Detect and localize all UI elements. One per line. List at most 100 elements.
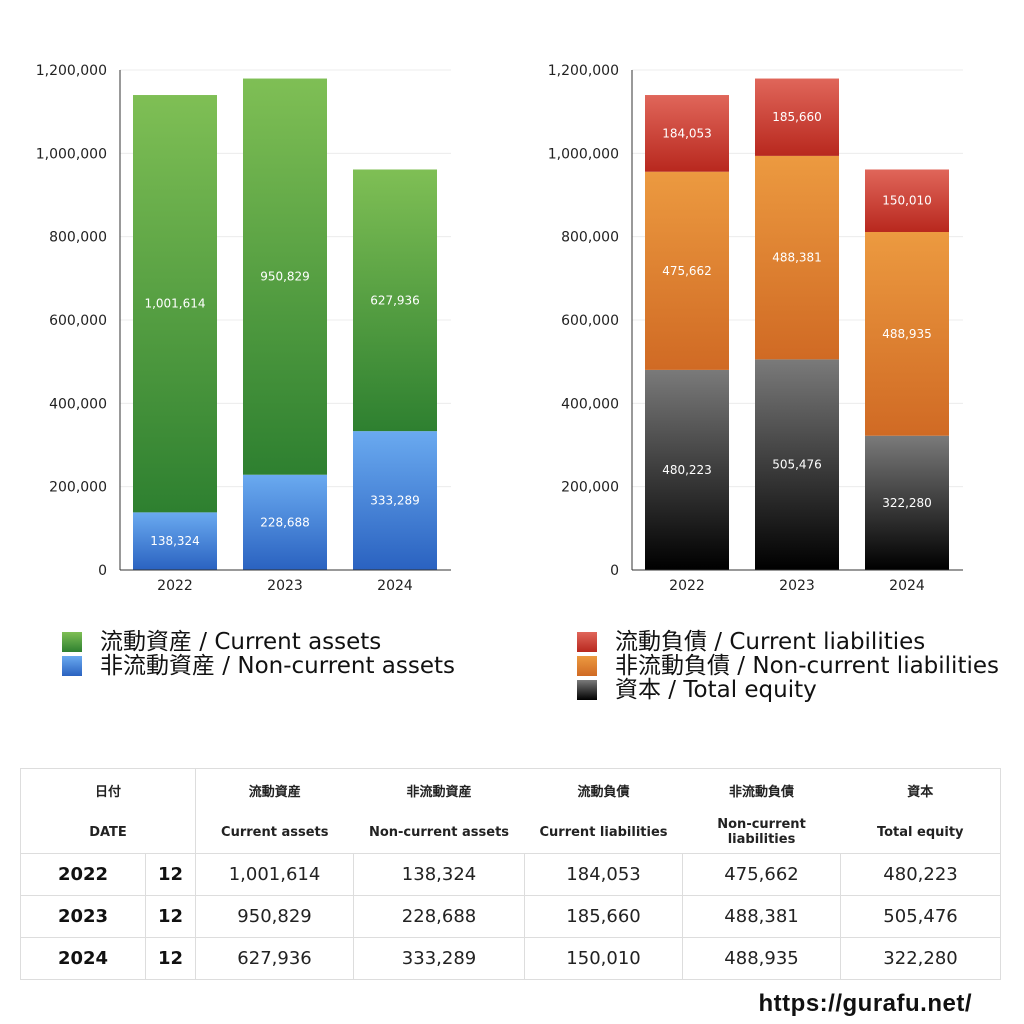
liab-y-tick-label: 600,000 (561, 313, 619, 329)
assets-bar-non-current-assets-2024 (353, 431, 437, 570)
liab-bar-current-liabilities-2024 (865, 169, 949, 232)
cell-total-equity: 505,476 (840, 895, 1002, 938)
liab-bar-non-current-liabilities-2022 (645, 171, 729, 370)
assets-bar-non-current-assets-2022 (133, 512, 217, 570)
liab-data-label-total-equity-2022: 480,223 (662, 463, 712, 477)
table-row: 2024 12 627,936 333,289 150,010 488,935 … (20, 937, 1002, 980)
assets-y-tick-label: 600,000 (49, 313, 107, 329)
header-non-current-assets-en: Non-current assets (353, 811, 525, 854)
header-current-liabilities-jp: 流動負債 (524, 768, 683, 811)
cell-current-liabilities: 184,053 (524, 853, 684, 896)
cell-non-current-liabilities: 488,935 (682, 937, 842, 980)
table-header-row-jp: 日付 流動資産 非流動資産 流動負債 非流動負債 資本 (19, 768, 1002, 811)
cell-total-equity: 322,280 (840, 937, 1002, 980)
assets-plot: 0 200,000 400,000 600,000 800,000 1,000,000 1,… (36, 63, 451, 594)
assets-y-tick-label: 400,000 (49, 396, 107, 412)
liabilities-equity-chart: 0 200,000 400,000 600,000 800,000 1,000,000 1,… (548, 63, 963, 594)
liab-bar-non-current-liabilities-2023 (755, 155, 839, 360)
liab-data-label-total-equity-2024: 322,280 (882, 496, 932, 510)
assets-data-label-non-current-assets-2023: 228,688 (260, 515, 310, 529)
assets-y-tick-label: 1,000,000 (36, 146, 107, 162)
liabilities-legend: 流動負債 / Current liabilities 非流動負債 / Non-c… (577, 630, 999, 702)
liab-data-label-non-current-liabilities-2024: 488,935 (882, 327, 932, 341)
row-year: 2023 (20, 895, 146, 938)
row-month: 12 (144, 895, 197, 938)
legend-item-current-liabilities: 流動負債 / Current liabilities (577, 630, 999, 654)
cell-non-current-assets: 138,324 (353, 853, 526, 896)
cell-current-liabilities: 185,660 (524, 895, 684, 938)
cell-non-current-assets: 228,688 (353, 895, 526, 938)
assets-legend: 流動資産 / Current assets 非流動資産 / Non-curren… (62, 630, 455, 678)
table-header-row-en: DATE Current assets Non-current assets C… (19, 811, 1002, 854)
legend-label-non-current-liabilities: 非流動負債 / Non-current liabilities (615, 653, 999, 679)
liab-y-tick-label: 1,200,000 (548, 63, 619, 79)
cell-non-current-liabilities: 488,381 (682, 895, 842, 938)
row-year: 2024 (20, 937, 146, 980)
cell-current-assets: 950,829 (195, 895, 355, 938)
assets-data-label-non-current-assets-2022: 138,324 (150, 534, 200, 548)
legend-item-total-equity: 資本 / Total equity (577, 678, 999, 702)
liab-bar-total-equity-2022 (645, 369, 729, 570)
row-year: 2022 (20, 853, 146, 896)
cell-current-liabilities: 150,010 (524, 937, 684, 980)
assets-y-tick-label: 0 (98, 563, 107, 579)
liab-y-tick-label: 0 (610, 563, 619, 579)
header-non-current-assets-jp: 非流動資産 (353, 768, 525, 811)
legend-item-non-current-liabilities: 非流動負債 / Non-current liabilities (577, 654, 999, 678)
legend-swatch-total-equity (577, 680, 597, 700)
liab-y-tick-label: 200,000 (561, 480, 619, 496)
liab-bar-current-liabilities-2022 (645, 95, 729, 172)
legend-label-current-liabilities: 流動負債 / Current liabilities (615, 629, 926, 655)
assets-data-label-current-assets-2022: 1,001,614 (144, 297, 205, 311)
assets-y-tick-label: 800,000 (49, 230, 107, 246)
header-current-assets-en: Current assets (195, 811, 354, 854)
cell-non-current-liabilities: 475,662 (682, 853, 842, 896)
header-total-equity-en: Total equity (840, 811, 1002, 854)
liab-bar-non-current-liabilities-2024 (865, 231, 949, 436)
assets-data-label-current-assets-2024: 627,936 (370, 293, 420, 307)
liab-bar-current-liabilities-2023 (755, 78, 839, 156)
liab-data-label-current-liabilities-2023: 185,660 (772, 110, 822, 124)
header-current-assets-jp: 流動資産 (195, 768, 354, 811)
liab-x-tick-label: 2024 (889, 578, 925, 594)
legend-swatch-current-liabilities (577, 632, 597, 652)
liab-bar-total-equity-2024 (865, 435, 949, 570)
assets-data-label-current-assets-2023: 950,829 (260, 270, 310, 284)
header-current-liabilities-en: Current liabilities (524, 811, 683, 854)
liab-bar-total-equity-2023 (755, 359, 839, 570)
liab-y-tick-label: 800,000 (561, 230, 619, 246)
assets-chart: 0 200,000 400,000 600,000 800,000 1,000,000 1,… (36, 63, 451, 594)
header-total-equity-jp: 資本 (840, 768, 1002, 811)
table-row: 2023 12 950,829 228,688 185,660 488,381 … (20, 895, 1002, 938)
cell-total-equity: 480,223 (840, 853, 1002, 896)
financial-data-table: 日付 流動資産 非流動資産 流動負債 非流動負債 資本 DATE Current… (19, 768, 1002, 980)
assets-x-tick-label: 2022 (157, 578, 193, 594)
legend-swatch-non-current-liabilities (577, 656, 597, 676)
assets-bar-current-assets-2023 (243, 78, 327, 475)
cell-current-assets: 627,936 (195, 937, 355, 980)
assets-y-tick-label: 200,000 (49, 480, 107, 496)
assets-x-tick-label: 2024 (377, 578, 413, 594)
cell-current-assets: 1,001,614 (195, 853, 355, 896)
header-date-en: DATE (19, 811, 197, 854)
assets-data-label-non-current-assets-2024: 333,289 (370, 494, 420, 508)
legend-label-current-assets: 流動資産 / Current assets (100, 629, 382, 655)
legend-item-non-current-assets: 非流動資産 / Non-current assets (62, 654, 455, 678)
liab-y-tick-label: 1,000,000 (548, 146, 619, 162)
header-non-current-liabilities-en: Non-current liabilities (682, 811, 841, 854)
assets-x-tick-label: 2023 (267, 578, 303, 594)
row-month: 12 (144, 853, 197, 896)
assets-y-tick-label: 1,200,000 (36, 63, 107, 79)
liab-x-tick-label: 2022 (669, 578, 705, 594)
legend-swatch-current-assets (62, 632, 82, 652)
liab-data-label-non-current-liabilities-2023: 488,381 (772, 251, 822, 265)
legend-label-total-equity: 資本 / Total equity (615, 677, 817, 703)
liab-x-tick-label: 2023 (779, 578, 815, 594)
liab-plot: 0 200,000 400,000 600,000 800,000 1,000,000 1,… (548, 63, 963, 594)
legend-item-current-assets: 流動資産 / Current assets (62, 630, 455, 654)
site-url[interactable]: https://gurafu.net/ (758, 990, 972, 1017)
liab-data-label-non-current-liabilities-2022: 475,662 (662, 264, 712, 278)
legend-label-non-current-assets: 非流動資産 / Non-current assets (100, 653, 456, 679)
liab-data-label-total-equity-2023: 505,476 (772, 458, 822, 472)
liab-data-label-current-liabilities-2024: 150,010 (882, 194, 932, 208)
